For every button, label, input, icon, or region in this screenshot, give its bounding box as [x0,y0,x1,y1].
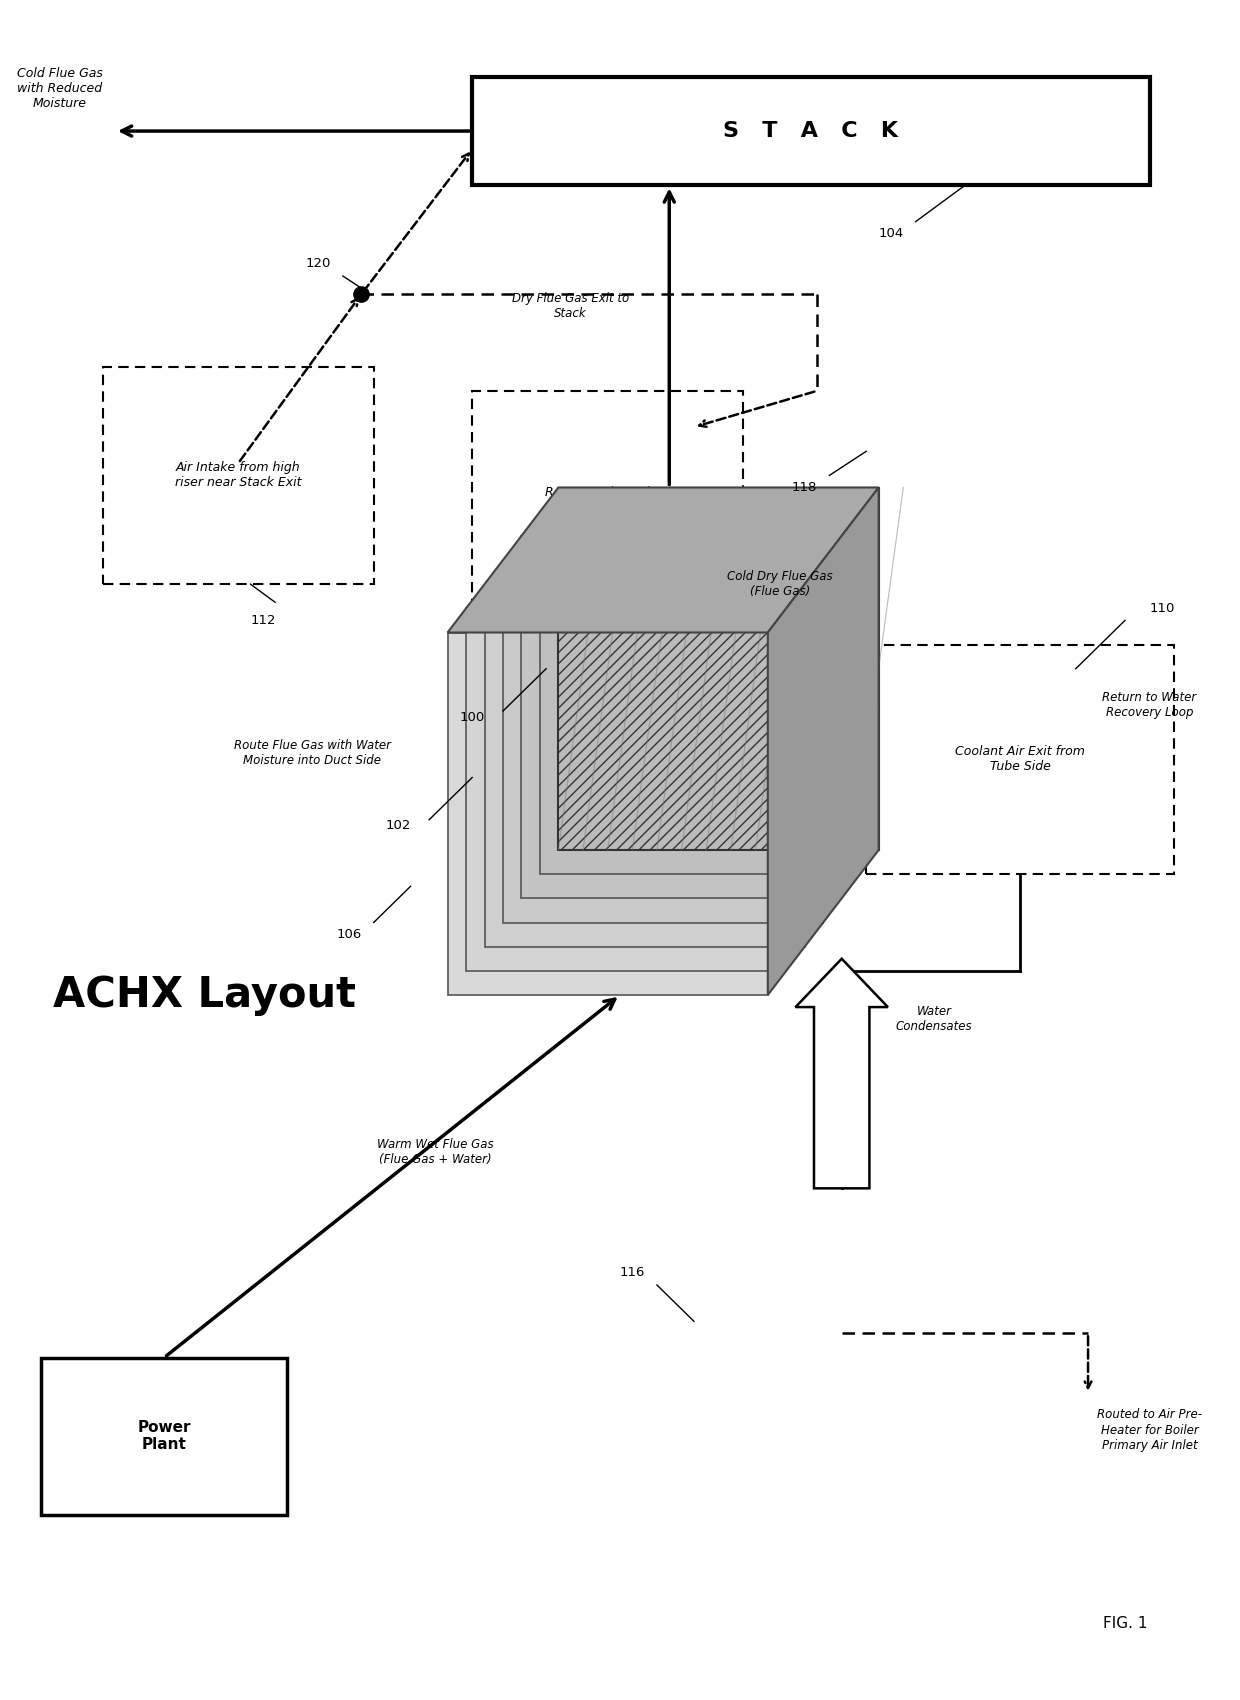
Text: Power
Plant: Power Plant [138,1420,191,1452]
FancyBboxPatch shape [41,1358,288,1515]
Text: 116: 116 [620,1266,645,1280]
Text: Air Intake from high
riser near Stack Exit: Air Intake from high riser near Stack Ex… [175,461,301,490]
Text: Water
Condensates: Water Condensates [895,1005,972,1034]
Text: Coolant Air Exit from
Tube Side: Coolant Air Exit from Tube Side [955,745,1085,774]
Text: 100: 100 [460,711,485,724]
Text: ACHX Layout: ACHX Layout [53,974,356,1017]
Text: S   T   A   C   K: S T A C K [723,121,899,141]
Text: 120: 120 [305,257,331,270]
Text: Route Flue Gas with Water
Moisture into Duct Side: Route Flue Gas with Water Moisture into … [233,740,391,767]
FancyBboxPatch shape [485,585,805,947]
FancyBboxPatch shape [867,644,1174,874]
FancyBboxPatch shape [558,488,879,850]
FancyBboxPatch shape [472,391,743,609]
FancyBboxPatch shape [448,632,768,994]
Text: Return to Water
Recovery Loop: Return to Water Recovery Loop [1102,690,1197,719]
Text: Cold Flue Gas
with Reduced
Moisture: Cold Flue Gas with Reduced Moisture [16,68,103,110]
FancyBboxPatch shape [103,367,373,585]
FancyBboxPatch shape [503,559,823,923]
FancyBboxPatch shape [466,609,786,971]
Text: 112: 112 [250,614,275,627]
Text: Warm Wet Flue Gas
(Flue Gas + Water): Warm Wet Flue Gas (Flue Gas + Water) [377,1137,494,1166]
Text: 110: 110 [1149,602,1174,615]
FancyBboxPatch shape [558,488,879,850]
Text: Cold Dry Flue Gas
(Flue Gas): Cold Dry Flue Gas (Flue Gas) [728,570,833,598]
Text: Routed to Air Pre-
Heater for Boiler
Primary Air Inlet: Routed to Air Pre- Heater for Boiler Pri… [1097,1409,1202,1452]
FancyBboxPatch shape [539,512,861,874]
Text: Dry Flue Gas Exit to
Stack: Dry Flue Gas Exit to Stack [512,292,630,320]
Polygon shape [768,488,879,994]
Text: Route Coolant Air to
Tube Side: Route Coolant Air to Tube Side [544,486,671,513]
Text: 102: 102 [386,819,410,833]
FancyBboxPatch shape [472,76,1149,185]
Polygon shape [448,488,879,632]
Text: FIG. 1: FIG. 1 [1102,1615,1147,1630]
Text: 106: 106 [336,928,362,942]
FancyBboxPatch shape [522,536,842,898]
Text: 104: 104 [878,228,904,240]
Text: 118: 118 [792,481,817,495]
FancyArrow shape [796,959,888,1188]
